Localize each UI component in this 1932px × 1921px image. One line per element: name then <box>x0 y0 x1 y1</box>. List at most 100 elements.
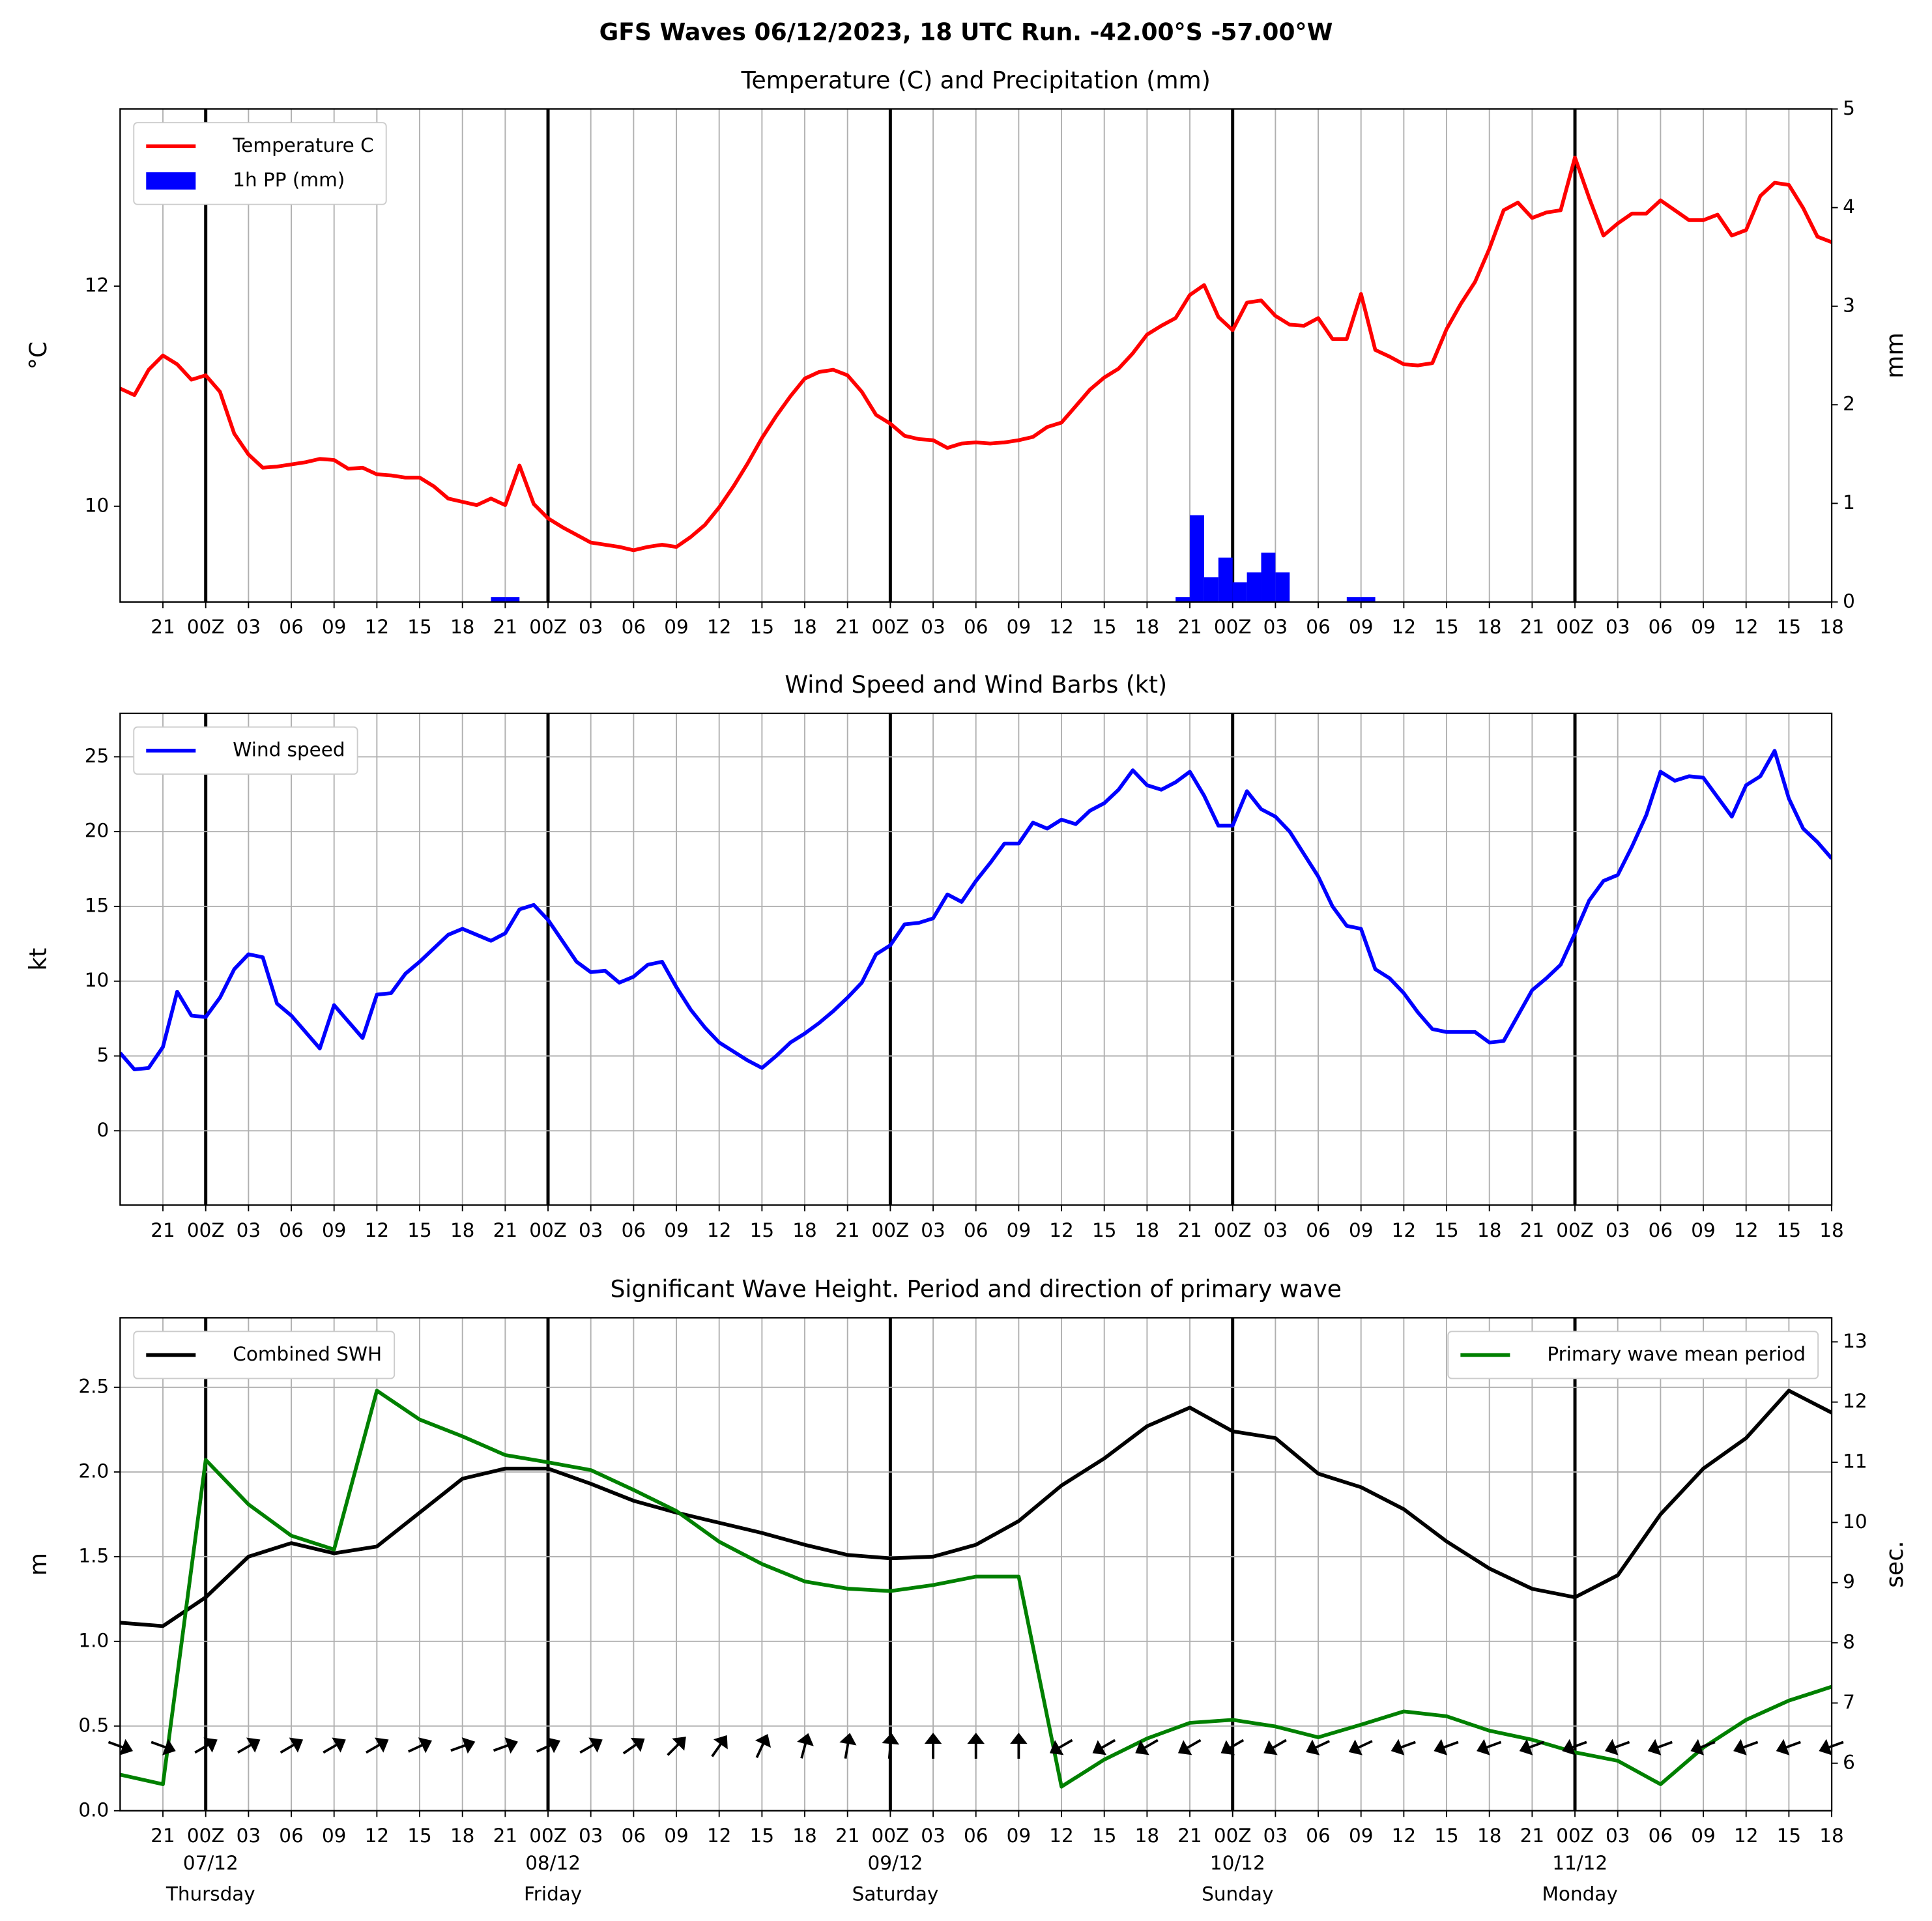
arrow-head <box>924 1733 942 1744</box>
y-tick-label: 15 <box>85 894 109 916</box>
bar <box>491 597 506 602</box>
arrow-head <box>1220 1740 1235 1755</box>
x-tick-label: 21 <box>835 616 859 638</box>
x-tick-label: 21 <box>835 1825 859 1847</box>
direction-arrow <box>1434 1739 1459 1755</box>
day-label: Thursday <box>166 1883 255 1905</box>
x-tick-label: 09 <box>1349 616 1373 638</box>
direction-arrow <box>493 1737 519 1754</box>
x-tick-label: 09 <box>322 1825 346 1847</box>
bar <box>1275 572 1290 602</box>
arrow-shaft <box>1270 1739 1287 1750</box>
y-tick-label: 25 <box>85 745 109 767</box>
x-tick-label: 06 <box>622 1825 646 1847</box>
x-tick-label: 06 <box>1306 1219 1330 1241</box>
arrow-shaft <box>408 1743 425 1753</box>
direction-arrow <box>1690 1739 1716 1755</box>
direction-arrow <box>450 1737 476 1754</box>
x-tick-label: 15 <box>1434 1825 1458 1847</box>
y2-tick-label: 6 <box>1843 1751 1855 1773</box>
arrow-shaft <box>844 1741 850 1759</box>
x-tick-label: 06 <box>622 616 646 638</box>
x-tick-label: 09 <box>664 1219 688 1241</box>
arrow-head <box>1135 1740 1149 1755</box>
y-tick-label: 10 <box>85 969 109 991</box>
y2-tick-label: 0 <box>1843 590 1855 612</box>
direction-arrow <box>1092 1739 1116 1755</box>
x-tick-label: 03 <box>1263 1825 1288 1847</box>
arrow-head <box>1092 1740 1107 1755</box>
x-tick-label: 06 <box>1306 616 1330 638</box>
x-tick-label: 21 <box>151 1219 175 1241</box>
x-tick-label: 18 <box>792 1219 816 1241</box>
direction-arrow <box>1776 1739 1801 1755</box>
y2-tick-label: 8 <box>1843 1631 1855 1653</box>
arrow-shaft <box>1356 1740 1373 1750</box>
arrow-head <box>546 1737 560 1754</box>
y2-tick-label: 9 <box>1843 1570 1855 1593</box>
arrow-head <box>461 1737 476 1754</box>
bar <box>1232 582 1247 602</box>
direction-arrow <box>1135 1739 1159 1755</box>
x-tick-label: 21 <box>1520 616 1544 638</box>
line <box>120 1389 1832 1789</box>
arrow-head <box>1819 1739 1833 1755</box>
arrow-shaft <box>711 1741 723 1757</box>
arrow-head <box>588 1737 603 1753</box>
arrow-head <box>203 1737 218 1753</box>
arrow-head <box>672 1737 686 1751</box>
direction-arrow <box>1519 1739 1544 1755</box>
x-tick-label: 18 <box>1477 1825 1501 1847</box>
x-tick-label: 00Z <box>1214 1219 1252 1241</box>
x-tick-label: 06 <box>1649 616 1673 638</box>
x-tick-label: 21 <box>835 1219 859 1241</box>
arrow-shaft <box>151 1740 168 1750</box>
y2-tick-label: 11 <box>1843 1451 1867 1473</box>
arrow-shaft <box>1142 1739 1159 1750</box>
arrow-head <box>1434 1739 1448 1755</box>
arrow-shaft <box>1826 1740 1844 1750</box>
x-tick-label: 09 <box>322 616 346 638</box>
x-tick-label: 09 <box>322 1219 346 1241</box>
x-tick-label: 09 <box>1349 1219 1373 1241</box>
y-tick-label: 0.5 <box>78 1714 109 1736</box>
x-tick-label: 15 <box>750 1825 774 1847</box>
direction-arrow <box>1819 1739 1844 1755</box>
day-label: Sunday <box>1202 1883 1273 1905</box>
x-tick-label: 09 <box>664 616 688 638</box>
x-tick-label: 06 <box>622 1219 646 1241</box>
y-tick-label: 1.0 <box>78 1629 109 1651</box>
legend: Temperature C 1h PP (mm) <box>133 122 387 205</box>
x-tick-label: 12 <box>1734 1825 1758 1847</box>
arrow-head <box>1306 1739 1320 1755</box>
arrow-shaft <box>1441 1740 1459 1750</box>
arrow-head <box>119 1739 134 1755</box>
y2-tick-label: 10 <box>1843 1510 1867 1533</box>
x-tick-label: 03 <box>579 616 603 638</box>
arrow-shaft <box>1228 1739 1245 1750</box>
x-tick-label: 18 <box>450 1219 474 1241</box>
arrow-head <box>755 1734 771 1748</box>
arrow-head <box>1348 1739 1362 1755</box>
date-label: 10/12 <box>1210 1852 1265 1874</box>
arrow-shaft <box>536 1743 553 1753</box>
arrow-shaft <box>194 1742 211 1754</box>
x-tick-label: 00Z <box>187 616 225 638</box>
bar <box>1261 553 1276 602</box>
x-tick-label: 00Z <box>187 1219 225 1241</box>
x-tick-label: 06 <box>1649 1825 1673 1847</box>
x-tick-label: 12 <box>1049 1825 1073 1847</box>
x-tick-label: 21 <box>493 616 517 638</box>
arrow-shaft <box>450 1743 468 1752</box>
arrow-shaft <box>1185 1739 1202 1750</box>
x-tick-label: 12 <box>1049 616 1073 638</box>
plot-frame <box>119 1317 1833 1812</box>
y2-tick-label: 13 <box>1843 1330 1867 1352</box>
arrow-shaft <box>800 1741 807 1759</box>
x-tick-label: 12 <box>365 1825 389 1847</box>
direction-arrow <box>1177 1739 1202 1755</box>
x-tick-label: 15 <box>1092 1219 1116 1241</box>
x-tick-label: 21 <box>493 1219 517 1241</box>
